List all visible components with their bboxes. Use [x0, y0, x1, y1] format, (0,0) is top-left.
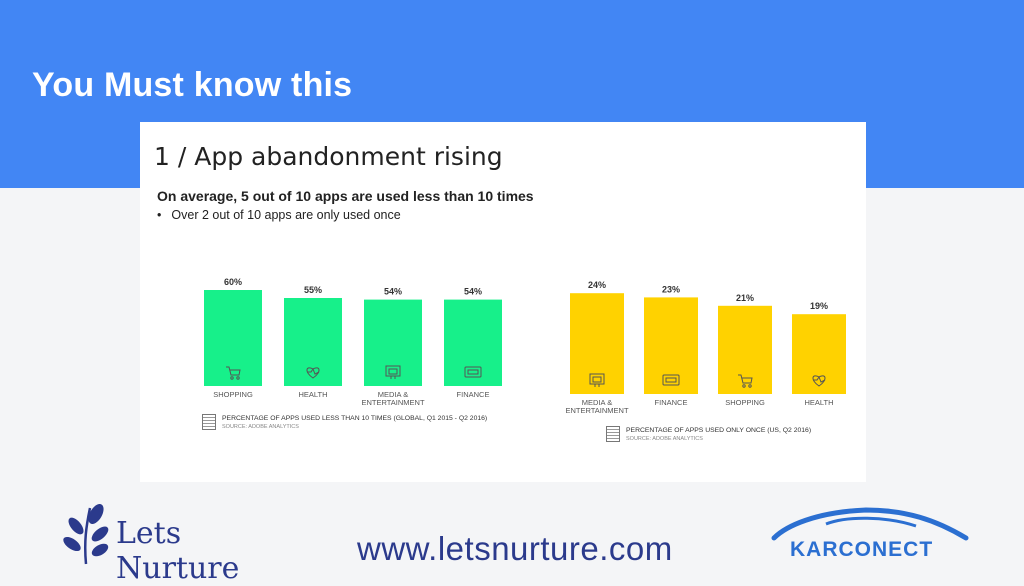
slide-title: You Must know this [32, 66, 353, 104]
bar-shopping [204, 290, 262, 386]
car-outline-icon [771, 507, 969, 541]
karconect-logo: KARCONECT [766, 500, 976, 570]
chart-right: 24% MEDIA &ENTERTAINMENT 23% FINANCE 21% SHOP… [565, 280, 846, 415]
category-label: HEALTH [298, 390, 327, 399]
chart-left: 60% SHOPPING 55% HEALTH 54% MEDIA &ENTERTAINM… [204, 277, 502, 407]
media-icon [589, 373, 605, 387]
category-label: MEDIA & [582, 398, 612, 407]
category-label: HEALTH [804, 398, 833, 407]
document-icon [202, 414, 216, 430]
legend-left: PERCENTAGE OF APPS USED LESS THAN 10 TIM… [202, 414, 522, 434]
bar-value-label: 19% [810, 301, 828, 311]
cart-icon [226, 366, 241, 380]
legend-right: PERCENTAGE OF APPS USED ONLY ONCE (US, Q… [606, 426, 856, 446]
heart-icon [306, 367, 320, 379]
bar-finance [644, 297, 698, 394]
bar-value-label: 60% [224, 277, 242, 287]
panel-title: 1 / App abandonment rising [154, 142, 503, 171]
website-url[interactable]: www.letsnurture.com [357, 530, 673, 567]
legend-right-source: SOURCE: ADOBE ANALYTICS [626, 436, 703, 442]
heart-icon [812, 375, 826, 387]
bar-value-label: 21% [736, 293, 754, 303]
bar-value-label: 54% [384, 287, 402, 297]
leaf-branch-icon [63, 504, 109, 565]
legend-right-label: PERCENTAGE OF APPS USED ONLY ONCE (US, Q… [626, 427, 812, 434]
category-label: FINANCE [655, 398, 688, 407]
legend-left-source: SOURCE: ADOBE ANALYTICS [222, 424, 299, 430]
finance-icon [464, 366, 482, 378]
category-label: ENTERTAINMENT [361, 398, 424, 407]
category-label: MEDIA & [378, 390, 408, 399]
legend-left-label: PERCENTAGE OF APPS USED LESS THAN 10 TIM… [222, 415, 488, 422]
legend-right-text: PERCENTAGE OF APPS USED ONLY ONCE (US, Q… [626, 426, 811, 444]
bar-media-entertainment [364, 299, 422, 386]
category-label: ENTERTAINMENT [565, 406, 628, 415]
bullet-text: Over 2 out of 10 apps are only used once [171, 208, 401, 222]
chart-panel: 1 / App abandonment rising On average, 5… [140, 122, 866, 482]
bar-value-label: 54% [464, 287, 482, 297]
legend-left-text: PERCENTAGE OF APPS USED LESS THAN 10 TIM… [222, 414, 487, 432]
cart-icon [738, 374, 753, 388]
bar-health [284, 298, 342, 386]
bar-media-entertainment [570, 293, 624, 394]
bar-health [792, 314, 846, 394]
category-label: SHOPPING [725, 398, 765, 407]
panel-subtitle: On average, 5 out of 10 apps are used le… [157, 188, 534, 204]
finance-icon [662, 374, 680, 386]
category-label: SHOPPING [213, 390, 253, 399]
bar-shopping [718, 305, 772, 394]
bar-value-label: 24% [588, 280, 606, 290]
document-icon [606, 426, 620, 442]
category-label: FINANCE [457, 390, 490, 399]
bar-value-label: 55% [304, 285, 322, 295]
karconect-wordmark: KARCONECT [790, 538, 934, 561]
lets-nurture-logo: Lets Nurture [56, 500, 306, 586]
panel-bullet: • Over 2 out of 10 apps are only used onc… [157, 208, 401, 222]
bar-finance [444, 299, 502, 386]
media-icon [385, 365, 401, 379]
bar-value-label: 23% [662, 284, 680, 294]
bullet-dot-icon: • [157, 208, 162, 222]
